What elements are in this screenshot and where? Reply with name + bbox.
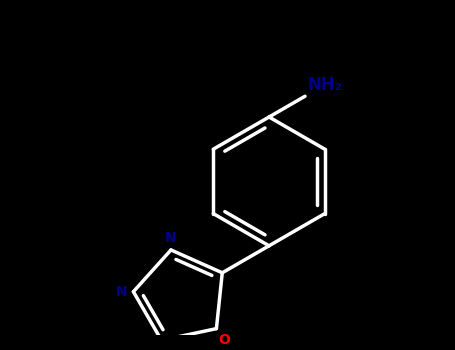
Text: N: N xyxy=(165,231,177,245)
Text: NH₂: NH₂ xyxy=(307,76,342,94)
Text: N: N xyxy=(116,285,127,299)
Text: O: O xyxy=(218,333,230,347)
